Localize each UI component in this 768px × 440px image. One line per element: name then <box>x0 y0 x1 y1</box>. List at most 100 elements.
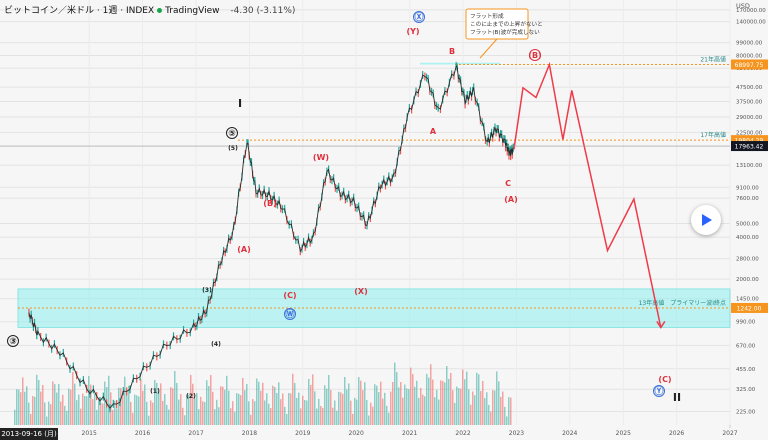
volume-bar <box>156 382 158 425</box>
volume-bar <box>214 409 216 425</box>
volume-bar <box>40 391 42 425</box>
x-tick-label: 2027 <box>722 430 737 437</box>
volume-bar <box>190 374 192 425</box>
price-change: -4.30 (-3.11%) <box>230 6 296 16</box>
volume-bar <box>274 386 276 425</box>
volume-bar <box>56 392 58 425</box>
volume-bar <box>350 400 352 425</box>
volume-bar <box>306 400 308 425</box>
wave-label: (B) <box>528 51 541 60</box>
volume-bar <box>318 398 320 425</box>
wave-label: B <box>449 47 455 56</box>
volume-bar <box>482 380 484 425</box>
volume-bar <box>280 399 282 425</box>
volume-bar <box>200 396 202 425</box>
annotation-text: このに止までの上昇がないと <box>470 20 543 28</box>
x-tick-label: 2016 <box>135 430 150 437</box>
wave-circle <box>529 49 541 61</box>
volume-bar <box>314 391 316 425</box>
volume-bar <box>180 394 182 425</box>
volume-bar <box>368 415 370 425</box>
volume-bar <box>28 402 30 425</box>
volume-bar <box>148 415 150 425</box>
volume-bar <box>114 400 116 425</box>
price-tag-label: 17963.42 <box>735 144 764 151</box>
volume-bar <box>248 401 250 425</box>
volume-bar <box>478 374 480 425</box>
volume-bar <box>66 410 68 425</box>
volume-bar <box>502 391 504 425</box>
volume-bar <box>460 388 462 425</box>
volume-bar <box>178 399 180 425</box>
volume-bar <box>158 391 160 425</box>
volume-bar <box>334 400 336 425</box>
volume-bar <box>38 380 40 425</box>
x-tick-label: 2018 <box>242 430 257 437</box>
volume-bar <box>128 385 130 425</box>
volume-bar <box>420 387 422 425</box>
volume-bar <box>310 385 312 425</box>
volume-bar <box>174 371 176 425</box>
volume-bar <box>198 409 200 425</box>
level-label: 21年高値 <box>700 55 726 63</box>
wave-label: (A) <box>504 195 518 204</box>
chart-header: ビットコイン／米ドル · 1週 · INDEX TradingView -4.30… <box>4 6 296 16</box>
volume-bar <box>492 390 494 425</box>
volume-bar <box>358 377 360 425</box>
volume-bar <box>238 393 240 425</box>
volume-bar <box>428 377 430 425</box>
wave-label-5: ⑤ <box>228 129 236 139</box>
price-tag-label: 68997.75 <box>735 62 764 69</box>
volume-bar <box>270 408 272 425</box>
volume-bar <box>498 381 500 425</box>
y-tick-label: 140000.00 <box>736 20 766 26</box>
volume-bar <box>78 394 80 425</box>
volume-bar <box>182 407 184 425</box>
volume-bar <box>410 367 412 425</box>
y-axis-unit: USD <box>736 2 750 10</box>
volume-bar <box>22 377 24 425</box>
volume-bar <box>104 381 106 425</box>
volume-bar <box>476 372 478 425</box>
volume-bar <box>472 391 474 425</box>
volume-bar <box>432 379 434 425</box>
wave-label: (2) <box>186 393 196 400</box>
x-tick-label: 2022 <box>455 430 470 437</box>
volume-bar <box>442 380 444 425</box>
volume-bar <box>18 389 20 425</box>
volume-bar <box>14 409 16 425</box>
volume-bar <box>138 396 140 425</box>
volume-bar <box>144 384 146 425</box>
volume-bar <box>166 404 168 425</box>
volume-bar <box>110 392 112 425</box>
volume-bar <box>452 390 454 425</box>
volume-bar <box>354 397 356 425</box>
volume-bar <box>382 398 384 425</box>
x-tick-label: 2015 <box>82 430 97 437</box>
volume-bar <box>262 382 264 425</box>
volume-bar <box>264 400 266 425</box>
volume-bar <box>356 399 358 425</box>
volume-bar <box>258 381 260 425</box>
cursor-date-label: 2013-09-16 (月) <box>0 428 58 440</box>
volume-bar <box>192 383 194 425</box>
volume-bar <box>362 390 364 425</box>
volume-bar <box>172 388 174 425</box>
volume-bar <box>344 377 346 425</box>
volume-bar <box>234 411 236 425</box>
volume-bar <box>250 414 252 425</box>
volume-bar <box>416 380 418 425</box>
volume-bar <box>400 382 402 425</box>
volume-bar <box>282 393 284 425</box>
volume-bar <box>294 382 296 425</box>
wave-label-3: ③ <box>9 337 17 347</box>
volume-bar <box>20 392 22 425</box>
volume-bar <box>48 401 50 425</box>
x-tick-label: 2019 <box>295 430 310 437</box>
volume-bar <box>162 400 164 425</box>
play-button[interactable] <box>691 205 721 235</box>
volume-bar <box>132 412 134 425</box>
volume-bar <box>246 383 248 425</box>
volume-bar <box>108 375 110 425</box>
